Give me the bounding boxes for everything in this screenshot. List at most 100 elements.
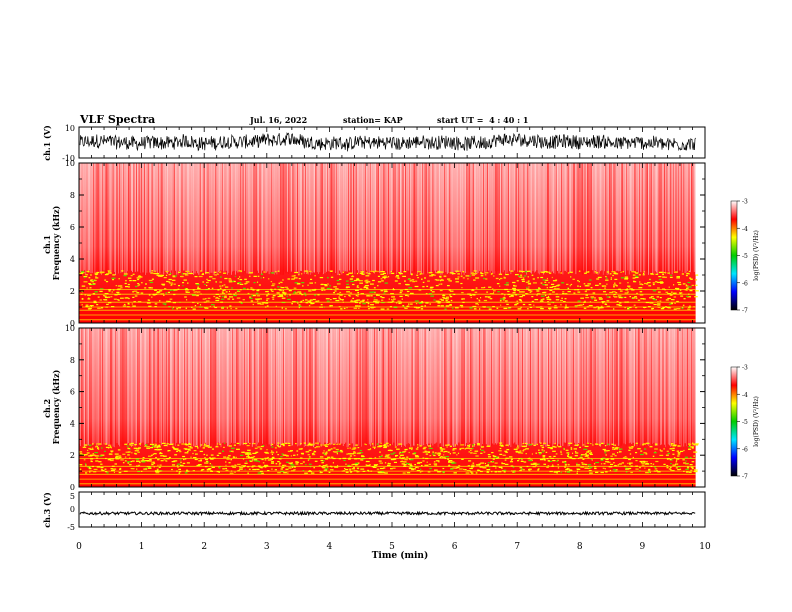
spectrogram-cell: [391, 300, 395, 302]
spectrogram-cell: [585, 271, 590, 273]
spectrogram-cell: [118, 472, 122, 474]
spectrogram-cell: [372, 291, 376, 293]
spectrogram-cell: [151, 278, 154, 280]
spectrogram-streak: [166, 163, 167, 274]
spectrogram-streak: [124, 328, 126, 445]
spectrogram-streak: [567, 328, 569, 447]
spectrogram-cell: [564, 471, 566, 473]
spectrogram-streak: [417, 328, 418, 444]
spectrogram-cell: [475, 277, 480, 279]
spectrogram-streak: [617, 328, 618, 444]
spectrogram-cell: [361, 455, 364, 457]
spectrogram-cell: [237, 278, 239, 280]
spectrogram-cell: [94, 452, 98, 454]
spectrogram-cell: [607, 450, 610, 452]
spectrogram-cell: [322, 467, 326, 469]
spectrogram-cell: [247, 292, 250, 295]
spectrogram-streak: [82, 163, 84, 272]
spectrogram-cell: [228, 462, 231, 464]
spectrogram-streak: [475, 328, 477, 444]
spectrogram-cell: [112, 279, 114, 281]
spectrogram-cell: [438, 461, 440, 463]
spectrogram-cell: [151, 462, 154, 464]
spectrogram-cell: [540, 299, 543, 301]
spectrogram-cell: [279, 281, 282, 283]
spectrogram-streak: [210, 163, 211, 273]
spectrogram-cell: [593, 307, 597, 309]
spectrogram-cell: [223, 296, 227, 299]
spectrogram-cell: [283, 472, 287, 474]
spectrogram-cell: [93, 454, 96, 456]
spectrogram-streak: [595, 163, 596, 271]
spectrogram-streak: [407, 328, 409, 444]
spectrogram-streak: [636, 163, 638, 271]
spectrogram-cell: [642, 460, 646, 462]
spectrogram-cell: [469, 294, 473, 296]
spectrogram-cell: [469, 444, 471, 446]
spectrogram-cell: [632, 456, 634, 459]
spectrogram-cell: [387, 463, 391, 465]
spectrogram-cell: [270, 272, 275, 274]
spectrogram-cell: [583, 283, 586, 285]
spectrogram-cell: [311, 443, 315, 445]
spectrogram-cell: [470, 449, 472, 452]
spectrogram-cell: [223, 456, 226, 458]
spectrogram-streak: [290, 163, 292, 272]
spectrogram-cell: [545, 451, 548, 453]
spectrogram-streak: [420, 163, 422, 273]
spectrogram-streak: [115, 328, 116, 447]
spectrogram-streak: [137, 328, 139, 447]
spectrogram-streak: [211, 328, 213, 444]
spectrogram-cell: [224, 277, 228, 280]
spectrogram-cell: [383, 444, 386, 446]
spectrogram-cell: [219, 287, 222, 289]
spectrogram-cell: [183, 458, 185, 461]
spectrogram-streak: [375, 163, 376, 272]
spectrogram-streak: [218, 328, 219, 443]
spectrogram-cell: [487, 471, 489, 473]
spectrogram-streak: [315, 328, 317, 443]
spectrogram-cell: [209, 463, 211, 465]
spectrogram-cell: [676, 277, 680, 279]
spectrogram-cell: [201, 469, 205, 471]
spectrogram-streak: [171, 163, 172, 271]
spectrogram-cell: [257, 303, 262, 305]
spectrogram-cell: [493, 290, 496, 292]
spectrogram-cell: [207, 297, 211, 299]
spectrogram-cell: [172, 308, 174, 310]
spectrogram-cell: [404, 450, 407, 452]
spectrogram-streak: [480, 163, 482, 275]
spectrogram-cell: [356, 278, 358, 280]
spectrogram-cell: [372, 446, 376, 448]
spectrogram-cell: [499, 300, 502, 302]
spectrogram-cell: [145, 444, 148, 446]
spectrogram-cell: [305, 302, 309, 304]
spectrogram-cell: [361, 458, 366, 460]
spectrogram-cell: [393, 461, 397, 463]
spectrogram-streak: [612, 328, 613, 446]
spectrogram-cell: [649, 297, 652, 299]
spectrogram-cell: [100, 467, 103, 469]
spectrogram-cell: [596, 278, 600, 280]
spectrogram-streak: [363, 163, 365, 275]
spectrogram-cell: [397, 300, 401, 302]
spectrogram-cell: [470, 452, 473, 454]
spectrogram-streak: [459, 328, 461, 445]
ch3-waveform-frame: [78, 491, 706, 528]
spectrogram-cell: [594, 297, 596, 299]
spectrogram-cell: [688, 305, 691, 307]
spectrogram-cell: [434, 469, 438, 471]
spectrogram-cell: [474, 443, 476, 446]
spectrogram-streak: [552, 328, 553, 448]
spectrogram-cell: [452, 448, 457, 450]
spectrogram-cell: [620, 277, 625, 279]
spectrogram-cell: [260, 467, 263, 469]
spectrogram-cell: [256, 295, 261, 297]
spectrogram-cell: [234, 471, 236, 473]
spectrogram-streak: [671, 163, 673, 275]
spectrogram-cell: [367, 469, 369, 471]
spectrogram-streak: [184, 163, 185, 271]
spectrogram-cell: [308, 458, 311, 460]
spectrogram-cell: [114, 294, 118, 296]
spectrogram-cell: [575, 452, 579, 454]
